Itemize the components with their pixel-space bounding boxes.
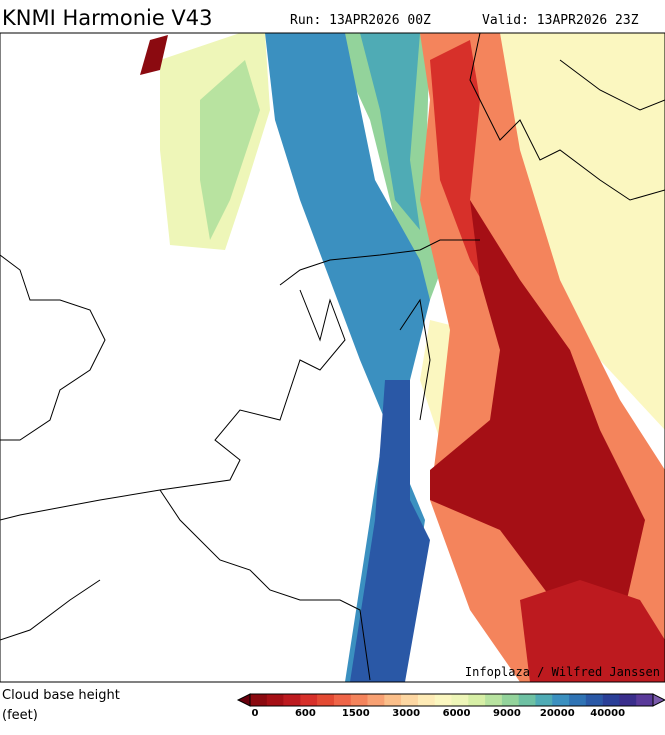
legend-swatch <box>266 694 284 706</box>
credit: Infoplaza / Wilfred Janssen <box>465 665 660 679</box>
legend-swatch <box>283 694 301 706</box>
legend-swatch <box>501 694 519 706</box>
legend-tick-label: 600 <box>295 708 316 719</box>
legend-swatch <box>518 694 536 706</box>
field <box>200 60 260 240</box>
title: KNMI Harmonie V43 <box>2 6 213 30</box>
legend-swatch <box>317 694 335 706</box>
legend-tick-label: 9000 <box>493 708 521 719</box>
legend-swatch <box>569 694 587 706</box>
field <box>140 35 168 75</box>
run-label: Run: 13APR2026 00Z <box>290 13 431 28</box>
legend-swatch <box>451 694 469 706</box>
field <box>360 33 420 230</box>
legend-tick-label: 3000 <box>392 708 420 719</box>
field <box>350 380 430 682</box>
coastline <box>0 254 106 641</box>
map-frame <box>0 32 665 683</box>
legend-swatch <box>434 694 452 706</box>
colorbar: 0 600 1500 3000 6000 9000 20000 40000 <box>236 693 665 719</box>
coastline <box>0 239 480 681</box>
map: Infoplaza / Wilfred Janssen <box>0 32 665 683</box>
legend-frame <box>249 693 654 707</box>
legend-tick-label: 0 <box>252 708 259 719</box>
legend-title: (feet) <box>2 708 38 723</box>
legend-tick-label: 1500 <box>342 708 370 719</box>
legend-swatch <box>602 694 620 706</box>
legend-swatch <box>552 694 570 706</box>
field <box>520 580 665 682</box>
legend-swatch <box>367 694 385 706</box>
legend-swatch <box>401 694 419 706</box>
coastline <box>469 32 665 201</box>
legend-swatch <box>468 694 486 706</box>
legend-title: Cloud base height <box>2 688 120 703</box>
legend-swatch <box>250 694 268 706</box>
legend-swatch <box>300 694 318 706</box>
legend-swatch <box>350 694 368 706</box>
valid-label: Valid: 13APR2026 23Z <box>482 13 639 28</box>
legend-tick-label: 20000 <box>540 708 575 719</box>
legend-swatch <box>619 694 637 706</box>
legend-swatch <box>384 694 402 706</box>
legend-swatch <box>485 694 503 706</box>
legend-tick-label: 40000 <box>590 708 625 719</box>
legend-swatch <box>535 694 553 706</box>
legend-swatch <box>585 694 603 706</box>
legend-swatch <box>417 694 436 706</box>
legend-swatch <box>636 694 654 706</box>
legend-swatch <box>333 694 352 706</box>
legend-tick-label: 6000 <box>443 708 471 719</box>
field <box>430 40 540 330</box>
field <box>430 200 645 630</box>
field <box>330 33 445 300</box>
